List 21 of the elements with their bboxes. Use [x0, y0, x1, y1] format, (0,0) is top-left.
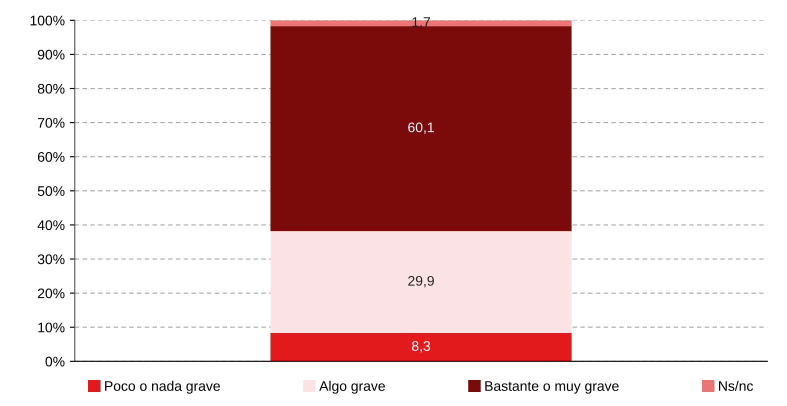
y-tick-label: 20% — [38, 288, 65, 298]
data-label: 60,1 — [408, 122, 434, 134]
y-tick-label: 30% — [38, 254, 65, 264]
y-tick-label: 0% — [46, 356, 65, 367]
y-tick-label: 60% — [38, 152, 65, 162]
y-tick-label: 10% — [38, 322, 65, 332]
data-label: 1,7 — [412, 17, 430, 29]
y-tick-label: 90% — [38, 50, 65, 60]
legend-label: Algo grave — [319, 380, 385, 394]
bar — [270, 231, 572, 334]
y-tick-label: 50% — [38, 186, 65, 196]
y-tick-label: 80% — [38, 84, 65, 94]
legend-label: Bastante o muy grave — [485, 381, 619, 394]
y-tick-label: 100% — [30, 16, 65, 26]
legend-label: Ns/nc — [719, 380, 754, 391]
y-tick-label: 70% — [38, 118, 65, 128]
y-tick-label: 40% — [38, 220, 65, 230]
data-label: 29,9 — [408, 276, 434, 288]
legend-label: Poco o nada grave — [105, 380, 220, 394]
bar — [270, 333, 572, 362]
data-label: 8,3 — [412, 341, 430, 353]
